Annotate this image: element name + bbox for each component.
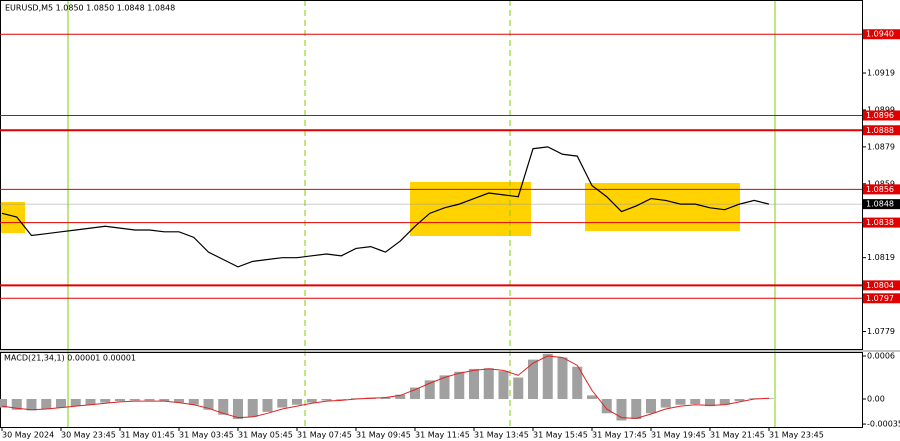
- macd-bar: [616, 398, 627, 421]
- level-label-bg: [863, 125, 900, 136]
- level-label-bg: [863, 184, 900, 195]
- x-tick-label: 31 May 01:45: [120, 431, 175, 440]
- macd-bar: [100, 398, 111, 403]
- macd-bar: [469, 368, 479, 399]
- price-label-bg: [863, 199, 900, 210]
- macd-bar: [557, 357, 568, 399]
- macd-bar: [174, 398, 184, 403]
- macd-bar: [277, 398, 288, 408]
- x-tick-label: 31 May 09:45: [356, 431, 411, 440]
- macd-bar: [528, 359, 538, 399]
- macd-bar: [646, 398, 656, 414]
- macd-bar: [734, 398, 745, 402]
- macd-bar: [233, 398, 243, 420]
- x-tick-label: 31 May 23:45: [769, 431, 824, 440]
- macd-bar: [410, 387, 420, 399]
- x-tick-label: 31 May 07:45: [297, 431, 352, 440]
- y-tick-label: 1.0919: [867, 69, 895, 78]
- macd-bar: [70, 398, 81, 407]
- price-label: 1.0848: [866, 200, 894, 209]
- range-box: [585, 183, 740, 231]
- macd-bar: [292, 398, 302, 405]
- x-tick-label: 30 May 23:45: [61, 431, 116, 440]
- macd-bar: [129, 398, 140, 401]
- x-tick-label: 31 May 21:45: [710, 431, 765, 440]
- macd-bar: [115, 398, 125, 402]
- macd-bar: [675, 398, 686, 405]
- x-tick-label: 31 May 13:45: [474, 431, 529, 440]
- macd-bar: [336, 398, 347, 400]
- x-tick-label: 31 May 17:45: [592, 431, 647, 440]
- level-label-bg: [863, 293, 900, 304]
- macd-bar: [26, 398, 37, 411]
- level-label-bg: [863, 217, 900, 228]
- frame: [0, 0, 863, 350]
- level-label-bg: [863, 280, 900, 291]
- macd-bar: [11, 398, 22, 410]
- macd-bar: [306, 398, 317, 403]
- level-label: 1.0940: [866, 30, 894, 39]
- macd-bar: [85, 398, 96, 405]
- macd-bar: [483, 368, 494, 399]
- x-tick-label: 31 May 05:45: [238, 431, 293, 440]
- macd-bar: [218, 398, 229, 415]
- price-line-series: [1, 146, 770, 268]
- macd-bar: [542, 353, 553, 399]
- level-label: 1.0838: [866, 218, 894, 227]
- macd-bar: [572, 366, 583, 399]
- macd-bar: [380, 397, 391, 399]
- macd-bar: [660, 398, 671, 408]
- y-tick-label: 1.0819: [867, 253, 895, 262]
- range-box: [410, 182, 531, 236]
- macd-tick-label: -0.00035: [867, 420, 900, 429]
- macd-bar: [705, 398, 715, 407]
- macd-bar: [631, 398, 642, 420]
- y-tick-label: 1.0879: [867, 142, 895, 151]
- macd-bar: [424, 380, 435, 399]
- y-tick-label: 1.0899: [867, 105, 895, 114]
- x-tick-label: 30 May 2024: [2, 431, 54, 440]
- macd-tick-label: 0.00: [867, 394, 885, 403]
- macd-bar: [262, 398, 273, 412]
- macd-tick-label: 0.0006: [867, 352, 895, 361]
- macd-bar: [41, 398, 52, 410]
- level-label: 1.0856: [866, 185, 894, 194]
- level-label-bg: [863, 110, 900, 121]
- macd-bar: [601, 398, 612, 414]
- macd-bar: [454, 371, 465, 399]
- x-tick-label: 31 May 15:45: [533, 431, 588, 440]
- macd-bar: [395, 394, 406, 399]
- macd-bar: [439, 375, 450, 399]
- y-tick-label: 1.0859: [867, 179, 895, 188]
- level-label: 1.0797: [866, 294, 894, 303]
- macd-bar: [719, 398, 730, 405]
- signal-line: [1, 355, 770, 419]
- macd-bar: [159, 398, 170, 402]
- macd-bar: [144, 398, 155, 401]
- y-tick-label: 1.0779: [867, 327, 895, 336]
- frame: [0, 352, 863, 428]
- level-label: 1.0896: [866, 111, 894, 120]
- level-label-bg: [863, 29, 900, 40]
- macd-bar: [188, 398, 199, 405]
- macd-bar: [56, 398, 66, 408]
- level-label: 1.0804: [866, 281, 894, 290]
- macd-bar: [203, 398, 214, 410]
- x-tick-label: 31 May 19:45: [651, 431, 706, 440]
- x-tick-label: 31 May 03:45: [179, 431, 234, 440]
- level-label: 1.0888: [866, 126, 894, 135]
- macd-bar: [247, 398, 258, 417]
- range-box: [0, 202, 25, 233]
- macd-bar: [513, 377, 524, 399]
- x-tick-label: 31 May 11:45: [415, 431, 470, 440]
- macd-bar: [0, 398, 7, 408]
- chart-title: EURUSD,M5 1.0850 1.0850 1.0848 1.0848: [5, 4, 175, 13]
- macd-title: MACD(21,34,1) 0.00001 0.00001: [4, 354, 136, 363]
- macd-bar: [498, 371, 509, 399]
- macd-bar: [321, 398, 332, 401]
- macd-bar: [587, 395, 597, 399]
- macd-bar: [690, 398, 701, 405]
